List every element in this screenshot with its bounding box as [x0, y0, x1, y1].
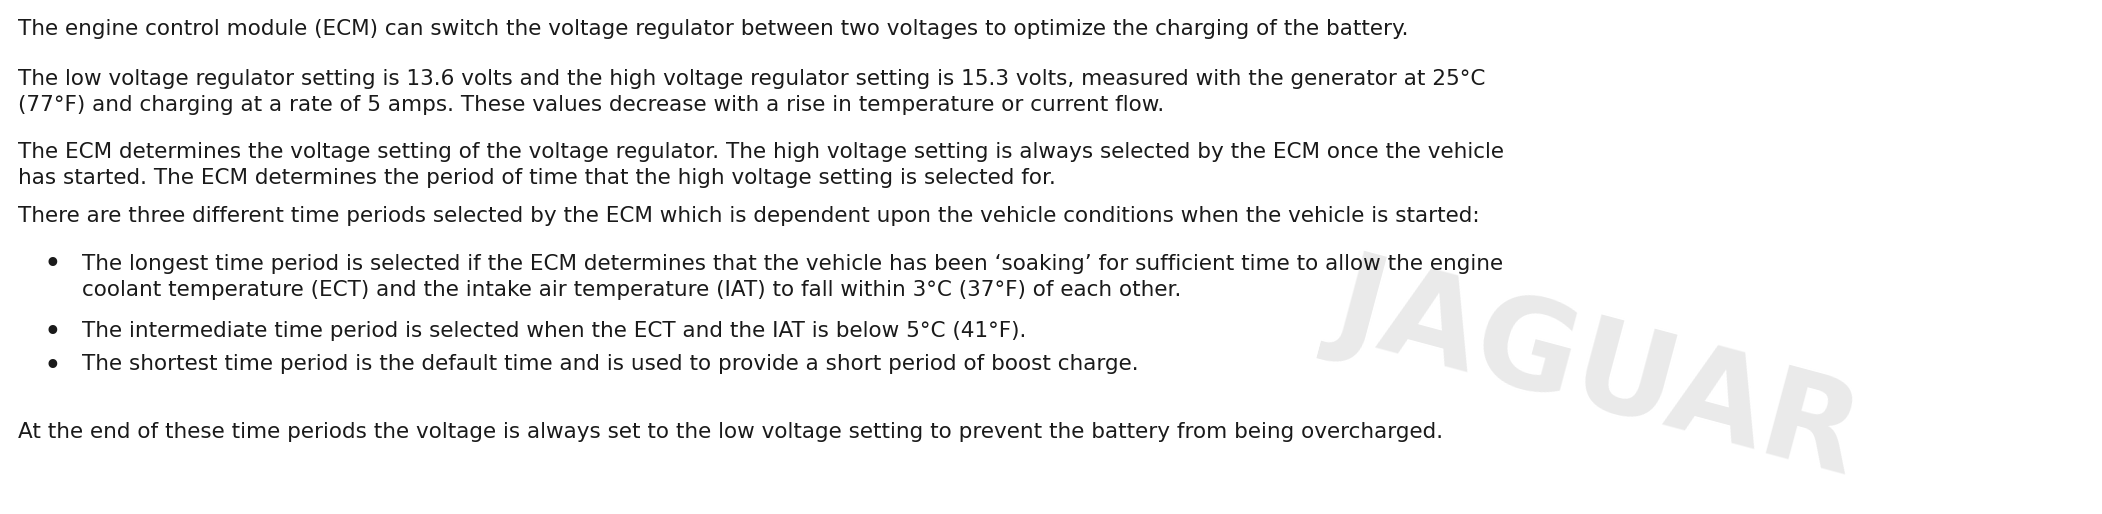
Text: There are three different time periods selected by the ECM which is dependent up: There are three different time periods s…: [19, 206, 1480, 226]
Text: The shortest time period is the default time and is used to provide a short peri: The shortest time period is the default …: [82, 354, 1139, 374]
Text: JAGUAR: JAGUAR: [1322, 242, 1873, 498]
Text: •: •: [44, 250, 61, 280]
Text: •: •: [44, 352, 61, 380]
Text: The ECM determines the voltage setting of the voltage regulator. The high voltag: The ECM determines the voltage setting o…: [19, 142, 1505, 188]
Text: The longest time period is selected if the ECM determines that the vehicle has b: The longest time period is selected if t…: [82, 254, 1503, 300]
Text: The intermediate time period is selected when the ECT and the IAT is below 5°C (: The intermediate time period is selected…: [82, 321, 1026, 341]
Text: •: •: [44, 319, 61, 347]
Text: At the end of these time periods the voltage is always set to the low voltage se: At the end of these time periods the vol…: [19, 422, 1444, 442]
Text: The low voltage regulator setting is 13.6 volts and the high voltage regulator s: The low voltage regulator setting is 13.…: [19, 69, 1486, 115]
Text: The engine control module (ECM) can switch the voltage regulator between two vol: The engine control module (ECM) can swit…: [19, 19, 1408, 39]
